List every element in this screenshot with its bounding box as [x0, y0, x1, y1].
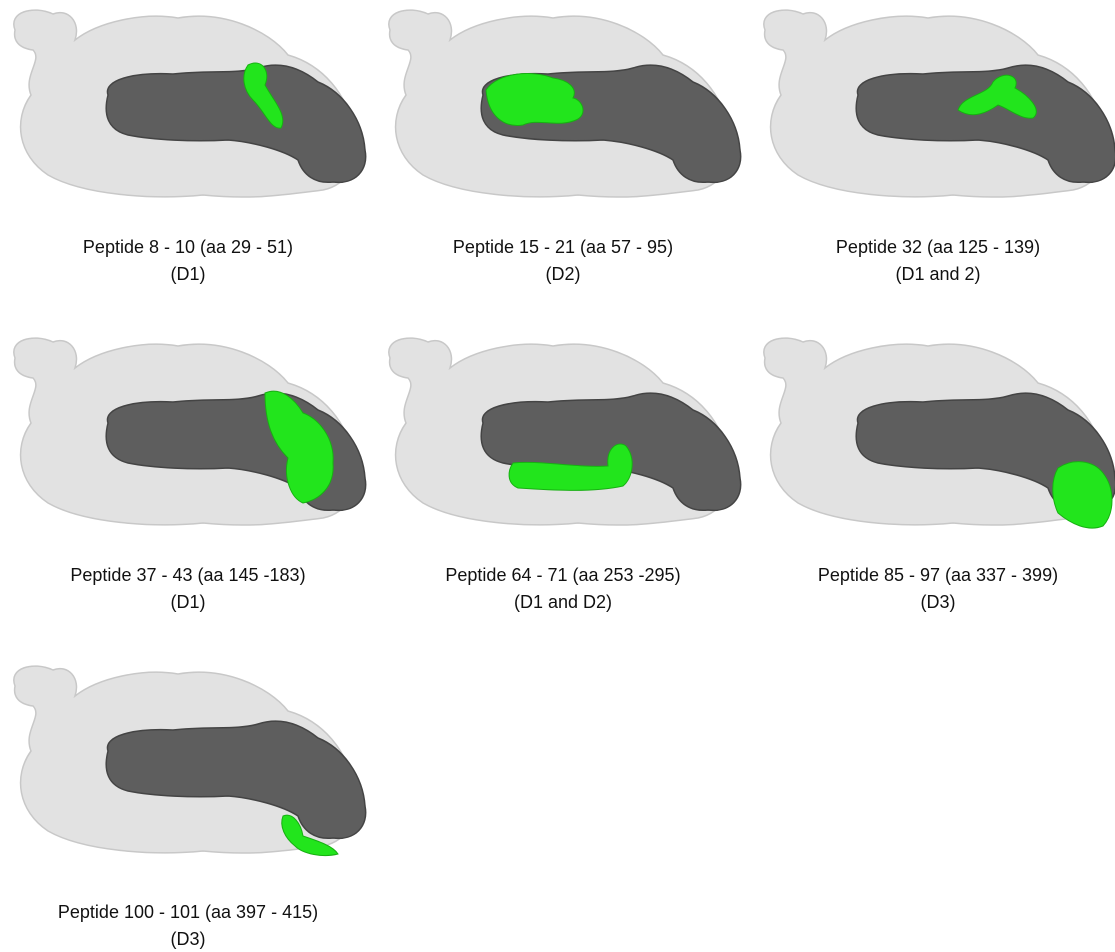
panel: Peptide 100 - 101 (aa 397 - 415) (D3)	[3, 656, 373, 952]
caption: (D2)	[545, 264, 581, 284]
protein-structure	[763, 9, 1115, 198]
panel: Peptide 64 - 71 (aa 253 -295) (D1 and D2)	[378, 328, 748, 648]
caption: (D3)	[920, 592, 956, 612]
caption: (D1 and 2)	[895, 264, 981, 284]
peptide-highlight	[508, 443, 633, 491]
panel: Peptide 85 - 97 (aa 337 - 399) (D3)	[753, 328, 1115, 648]
caption: Peptide 32 (aa 125 - 139)	[835, 237, 1041, 257]
caption: Peptide 8 - 10 (aa 29 - 51)	[82, 237, 294, 257]
protein-structure	[388, 9, 742, 198]
caption: (D1)	[170, 592, 206, 612]
caption: Peptide 64 - 71 (aa 253 -295)	[445, 565, 681, 585]
protein-surface	[13, 665, 367, 854]
panel: Peptide 37 - 43 (aa 145 -183) (D1)	[3, 328, 373, 648]
caption: (D1)	[170, 264, 206, 284]
panel: Peptide 32 (aa 125 - 139) (D1 and 2)	[753, 0, 1115, 320]
protein-structure	[13, 9, 367, 198]
peptide-highlight	[243, 62, 284, 129]
caption: Peptide 85 - 97 (aa 337 - 399)	[817, 565, 1059, 585]
caption: Peptide 15 - 21 (aa 57 - 95)	[452, 237, 674, 257]
protein-surface	[13, 9, 367, 198]
caption: (D3)	[170, 929, 206, 949]
caption: Peptide 100 - 101 (aa 397 - 415)	[57, 902, 319, 922]
caption: Peptide 37 - 43 (aa 145 -183)	[70, 565, 306, 585]
protein-structure	[388, 337, 742, 526]
panel: Peptide 15 - 21 (aa 57 - 95) (D2)	[378, 0, 748, 320]
protein-structure	[763, 337, 1115, 529]
peptide-highlight	[264, 390, 334, 504]
peptide-highlight	[485, 73, 584, 126]
caption: (D1 and D2)	[513, 592, 613, 612]
protein-structure	[13, 337, 367, 526]
peptide-highlight	[1052, 461, 1113, 529]
peptide-highlight	[957, 74, 1037, 119]
protein-surface	[388, 337, 742, 526]
panel: Peptide 8 - 10 (aa 29 - 51) (D1)	[3, 0, 373, 320]
protein-structure	[13, 665, 367, 857]
protein-surface	[763, 9, 1115, 198]
peptide-highlight	[281, 814, 339, 857]
